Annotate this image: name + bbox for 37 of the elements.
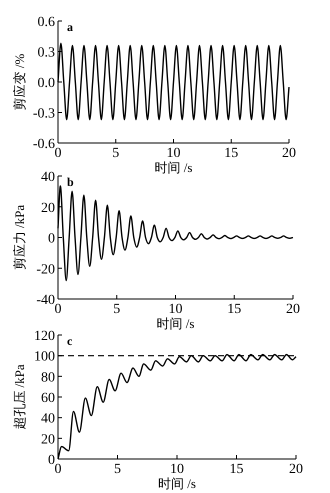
y-tick-label: 40	[41, 412, 55, 427]
y-tick-label: 0	[48, 232, 55, 246]
y-tick-label: -40	[36, 293, 55, 308]
x-tick-label: 15	[230, 462, 244, 477]
y-tick-label: 120	[34, 329, 55, 344]
x-tick-label: 10	[170, 462, 184, 477]
x-tick-label: 20	[286, 302, 300, 317]
y-axis-title: 剪应力 /kPa	[12, 204, 27, 270]
y-tick-label: 100	[34, 350, 55, 365]
x-tick-label: 15	[224, 146, 238, 161]
x-axis-title: 时间 /s	[156, 316, 194, 331]
annotation: c	[67, 334, 73, 348]
x-tick-label: 5	[114, 462, 121, 477]
y-tick-label: 20	[41, 200, 55, 216]
y-tick-label: -0.6	[32, 137, 55, 152]
x-axis-title: 时间 /s	[154, 160, 192, 175]
y-tick-label: -0.3	[32, 106, 55, 122]
y-tick-label: 0.3	[38, 46, 55, 60]
y-axis-title: 超孔压 /kPa	[12, 364, 27, 430]
x-axis-title: 时间 /s	[158, 476, 196, 491]
y-tick-label: 60	[41, 391, 55, 406]
x-tick-label: 5	[113, 302, 120, 317]
x-tick-label: 5	[112, 146, 120, 161]
x-tick-label: 20	[282, 146, 296, 161]
annotation: b	[67, 175, 74, 189]
x-tick-label: 15	[227, 302, 242, 317]
y-tick-label: 0.6	[38, 15, 55, 30]
x-tick-label: 10	[166, 146, 180, 161]
y-tick-label: 0.0	[38, 76, 55, 91]
y-tick-label: 80	[41, 370, 55, 386]
y-tick-label: 40	[41, 170, 55, 185]
x-tick-label: 20	[289, 462, 303, 477]
x-tick-label: 10	[168, 302, 182, 317]
y-axis-title: 剪应变 /%	[12, 53, 27, 110]
y-tick-label: -20	[36, 262, 55, 278]
y-tick-label: 20	[41, 432, 55, 448]
annotation: a	[67, 20, 73, 34]
